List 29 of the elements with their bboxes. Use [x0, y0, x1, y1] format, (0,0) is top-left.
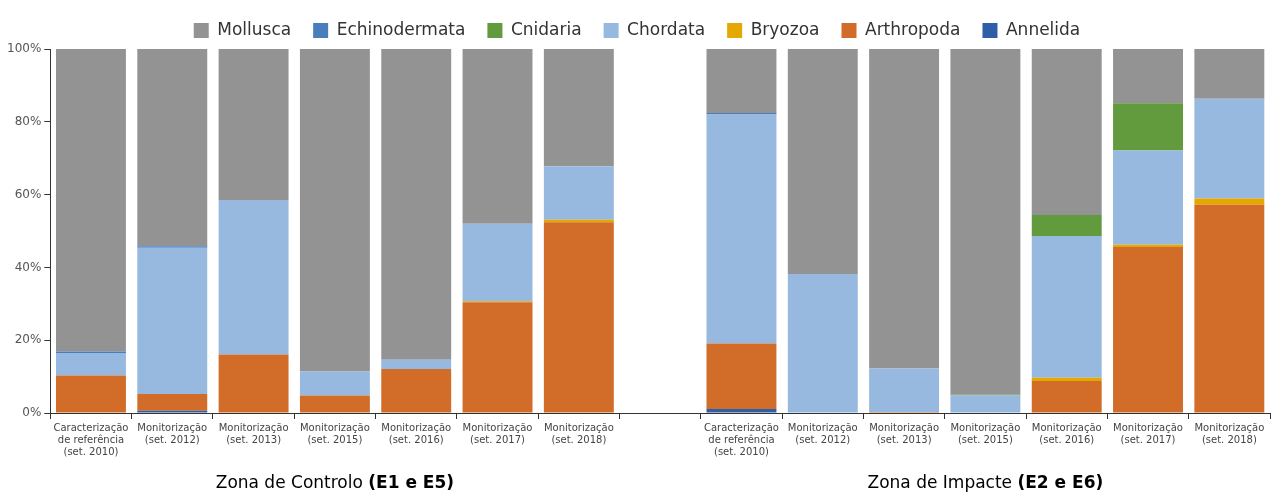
x-tick-label: Monitorização (set. 2015)	[950, 421, 1021, 445]
x-tick-label: Monitorização (set. 2018)	[543, 421, 614, 445]
y-tick-label: 60%	[14, 186, 42, 201]
x-tick-label: Caracterização de referência (set. 2010)	[704, 421, 779, 457]
text: Zona de Impacte (E2 e E6)	[867, 472, 1104, 492]
y-tick-label: 20%	[14, 332, 42, 347]
legend-label: Bryozoa	[750, 18, 820, 39]
x-tick-label: Monitorização (set. 2017)	[1113, 421, 1183, 445]
x-tick-label: Monitorização (set. 2012)	[137, 421, 208, 445]
x-tick-label: Caracterização de referência (set. 2010)	[53, 421, 129, 457]
x-tick-label: Monitorização (set. 2013)	[869, 421, 940, 445]
legend-label: Mollusca	[217, 18, 292, 39]
x-tick-label: Monitorização (set. 2018)	[1194, 421, 1265, 445]
legend-label: Chordata	[627, 18, 706, 39]
x-tick-label: Monitorização (set. 2016)	[1031, 421, 1102, 445]
x-tick-label: Monitorização (set. 2015)	[299, 421, 370, 445]
legend-label: Arthropoda	[865, 18, 961, 39]
x-tick-label: Monitorização (set. 2013)	[218, 421, 289, 445]
legend-label: Annelida	[1005, 18, 1081, 39]
y-tick-label: 0%	[22, 405, 42, 420]
x-tick-label: Monitorização (set. 2012)	[787, 421, 858, 445]
y-tick-label: 80%	[14, 113, 42, 128]
y-tick-label: 100%	[6, 41, 42, 56]
x-tick-label: Monitorização (set. 2017)	[462, 421, 533, 445]
y-tick-label: 40%	[14, 259, 42, 274]
text: Zona de Controlo (E1 e E5)	[215, 472, 455, 492]
legend-label: Echinodermata	[336, 18, 466, 39]
x-tick-label: Monitorização (set. 2016)	[381, 421, 452, 445]
legend-label: Cnidaria	[510, 18, 582, 39]
